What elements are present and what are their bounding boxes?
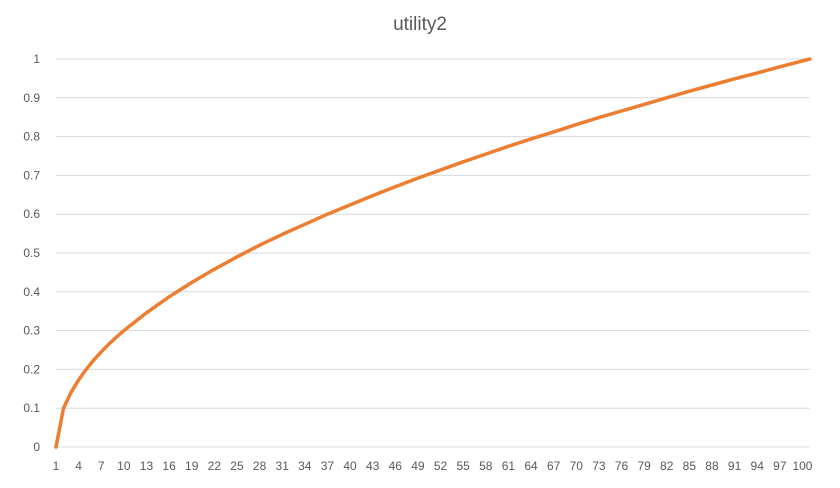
x-tick-label: 13	[140, 459, 154, 473]
x-tick-label: 55	[456, 459, 470, 473]
x-tick-label: 22	[208, 459, 222, 473]
x-tick-label: 46	[389, 459, 403, 473]
x-tick-label: 70	[570, 459, 584, 473]
x-tick-label: 61	[502, 459, 516, 473]
x-tick-label: 85	[683, 459, 697, 473]
x-tick-label: 19	[185, 459, 199, 473]
y-tick-label: 0.3	[23, 324, 40, 338]
y-tick-label: 0.8	[23, 130, 40, 144]
x-tick-label: 91	[728, 459, 742, 473]
x-tick-label: 34	[298, 459, 312, 473]
y-tick-label: 0.2	[23, 362, 40, 376]
y-tick-label: 0.5	[23, 246, 40, 260]
x-tick-label: 28	[253, 459, 267, 473]
chart-title: utility2	[393, 14, 447, 35]
x-tick-label: 10	[117, 459, 131, 473]
x-axis: 1 4 7 10 13 16 19 22 25 28 31 34 37 40 43 46 49 52 55 58 61 6…	[53, 459, 813, 473]
x-tick-label: 7	[98, 459, 105, 473]
y-tick-label: 1	[33, 52, 40, 66]
x-tick-label: 16	[162, 459, 176, 473]
x-tick-label: 52	[434, 459, 448, 473]
y-tick-label: 0.4	[23, 285, 40, 299]
y-tick-label: 0.6	[23, 207, 40, 221]
x-tick-label: 88	[705, 459, 719, 473]
x-tick-label: 43	[366, 459, 380, 473]
x-tick-label: 37	[321, 459, 335, 473]
y-tick-label: 0.7	[23, 168, 40, 182]
x-tick-label: 49	[411, 459, 425, 473]
y-tick-label: 0.1	[23, 401, 40, 415]
series-layer	[54, 57, 812, 449]
x-tick-label: 40	[343, 459, 357, 473]
x-tick-label: 58	[479, 459, 493, 473]
x-tick-label: 4	[75, 459, 82, 473]
x-tick-label: 31	[276, 459, 290, 473]
y-axis: 0 0.1 0.2 0.3 0.4 0.5 0.6 0.7 0.8 0.9 1	[23, 52, 40, 454]
x-tick-label: 100	[792, 459, 812, 473]
x-tick-label: 76	[615, 459, 629, 473]
x-tick-label: 73	[592, 459, 606, 473]
x-tick-label: 97	[773, 459, 787, 473]
y-tick-label: 0	[33, 440, 40, 454]
x-tick-label: 82	[660, 459, 674, 473]
x-tick-label: 25	[230, 459, 244, 473]
x-tick-label: 1	[53, 459, 60, 473]
x-tick-label: 67	[547, 459, 561, 473]
x-tick-label: 79	[637, 459, 651, 473]
x-tick-label: 64	[524, 459, 538, 473]
x-tick-label: 94	[751, 459, 765, 473]
gridlines	[56, 58, 810, 448]
series-line-0	[54, 57, 812, 449]
y-tick-label: 0.9	[23, 91, 40, 105]
